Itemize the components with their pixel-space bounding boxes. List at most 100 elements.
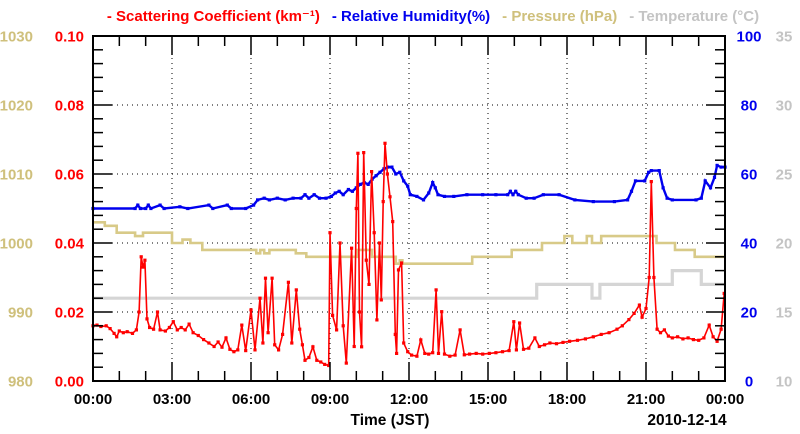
data-point-marker bbox=[162, 206, 166, 211]
data-point-marker bbox=[331, 313, 335, 317]
data-point-marker bbox=[591, 200, 595, 204]
y-tick-label: 0.08 bbox=[55, 98, 84, 115]
data-point-marker bbox=[307, 196, 311, 200]
data-point-marker bbox=[465, 193, 469, 197]
y-tick-label: 10 bbox=[776, 374, 793, 391]
data-point-marker bbox=[694, 198, 698, 202]
data-point-marker bbox=[350, 246, 354, 250]
data-point-marker bbox=[647, 170, 651, 174]
data-point-marker bbox=[341, 193, 345, 197]
data-point-marker bbox=[508, 189, 512, 193]
y-tick-label: 0 bbox=[745, 374, 753, 391]
data-point-marker bbox=[115, 335, 119, 339]
data-point-marker bbox=[702, 336, 706, 340]
data-point-marker bbox=[130, 331, 135, 335]
data-point-marker bbox=[315, 358, 319, 362]
data-point-marker bbox=[423, 351, 427, 355]
data-point-marker bbox=[703, 179, 707, 183]
y-tick-label: 0.04 bbox=[55, 236, 85, 253]
data-point-marker bbox=[524, 196, 528, 200]
data-point-marker bbox=[568, 339, 572, 343]
y-tick-label: 15 bbox=[776, 305, 793, 322]
legend-entry: - Scattering Coefficient (km⁻¹) bbox=[107, 8, 320, 25]
data-point-marker bbox=[354, 206, 358, 211]
data-point-marker bbox=[458, 328, 462, 332]
data-point-marker bbox=[518, 321, 522, 325]
data-point-marker bbox=[148, 325, 152, 330]
data-point-marker bbox=[388, 195, 392, 199]
y-tick-label: 990 bbox=[8, 305, 33, 322]
data-point-marker bbox=[670, 336, 674, 340]
x-tick-label: 12:00 bbox=[390, 391, 428, 408]
data-point-marker bbox=[338, 241, 342, 245]
data-point-marker bbox=[649, 169, 653, 173]
data-point-marker bbox=[143, 258, 147, 262]
data-point-marker bbox=[191, 331, 195, 335]
data-point-marker bbox=[146, 203, 150, 207]
data-point-marker bbox=[175, 328, 179, 332]
data-point-marker bbox=[311, 345, 315, 349]
y-tick-label: 1010 bbox=[0, 167, 33, 184]
data-point-marker bbox=[104, 324, 108, 328]
y-tick-label: 980 bbox=[8, 374, 33, 391]
series-line-scattering bbox=[92, 143, 725, 367]
data-point-marker bbox=[612, 200, 616, 204]
data-point-marker bbox=[632, 311, 636, 315]
x-tick-label: 21:00 bbox=[627, 391, 665, 408]
data-point-marker bbox=[620, 324, 624, 328]
y-tick-label: 100 bbox=[736, 29, 761, 46]
data-point-marker bbox=[637, 303, 641, 307]
data-point-marker bbox=[141, 265, 145, 269]
data-point-marker bbox=[364, 258, 368, 262]
data-point-marker bbox=[649, 180, 653, 184]
data-point-marker bbox=[263, 276, 268, 280]
data-point-marker bbox=[207, 341, 211, 345]
data-point-marker bbox=[676, 335, 680, 339]
series-line-pressure bbox=[93, 221, 725, 265]
data-point-marker bbox=[277, 348, 281, 352]
y-tick-label: 0.06 bbox=[55, 167, 84, 184]
data-point-marker bbox=[220, 345, 224, 349]
data-point-marker bbox=[410, 353, 414, 357]
date-annotation: 2010-12-14 bbox=[647, 412, 727, 429]
data-point-marker bbox=[298, 327, 302, 331]
data-point-marker bbox=[377, 241, 382, 245]
data-point-marker bbox=[319, 360, 323, 364]
data-point-marker bbox=[633, 179, 638, 183]
data-point-marker bbox=[681, 337, 685, 341]
data-point-marker bbox=[507, 349, 511, 353]
data-point-marker bbox=[158, 203, 162, 207]
data-point-marker bbox=[337, 189, 341, 193]
data-point-marker bbox=[543, 343, 547, 347]
data-point-marker bbox=[643, 179, 647, 183]
data-point-marker bbox=[573, 198, 577, 202]
data-point-marker bbox=[699, 196, 703, 200]
x-tick-label: 18:00 bbox=[548, 391, 586, 408]
data-point-marker bbox=[406, 184, 410, 188]
data-point-marker bbox=[137, 310, 141, 314]
data-point-marker bbox=[211, 206, 215, 211]
data-point-marker bbox=[655, 327, 659, 331]
data-point-marker bbox=[468, 352, 472, 356]
data-point-marker bbox=[533, 336, 537, 340]
data-point-marker bbox=[145, 317, 149, 321]
data-point-marker bbox=[561, 340, 565, 344]
data-point-marker bbox=[615, 327, 619, 331]
data-point-marker bbox=[258, 296, 262, 300]
data-point-marker bbox=[333, 191, 337, 195]
data-point-marker bbox=[452, 194, 456, 198]
data-point-marker bbox=[344, 361, 348, 365]
data-point-marker bbox=[644, 306, 648, 311]
data-point-marker bbox=[224, 336, 228, 340]
data-point-marker bbox=[494, 351, 498, 355]
data-point-marker bbox=[627, 318, 631, 322]
data-point-marker bbox=[335, 328, 339, 332]
data-point-marker bbox=[136, 203, 140, 207]
data-point-marker bbox=[202, 338, 206, 342]
data-point-marker bbox=[652, 275, 656, 280]
data-point-marker bbox=[187, 322, 191, 326]
data-point-marker bbox=[697, 338, 701, 342]
y-tick-label: 0.02 bbox=[55, 305, 84, 322]
data-point-marker bbox=[252, 203, 256, 207]
data-point-marker bbox=[346, 187, 350, 192]
